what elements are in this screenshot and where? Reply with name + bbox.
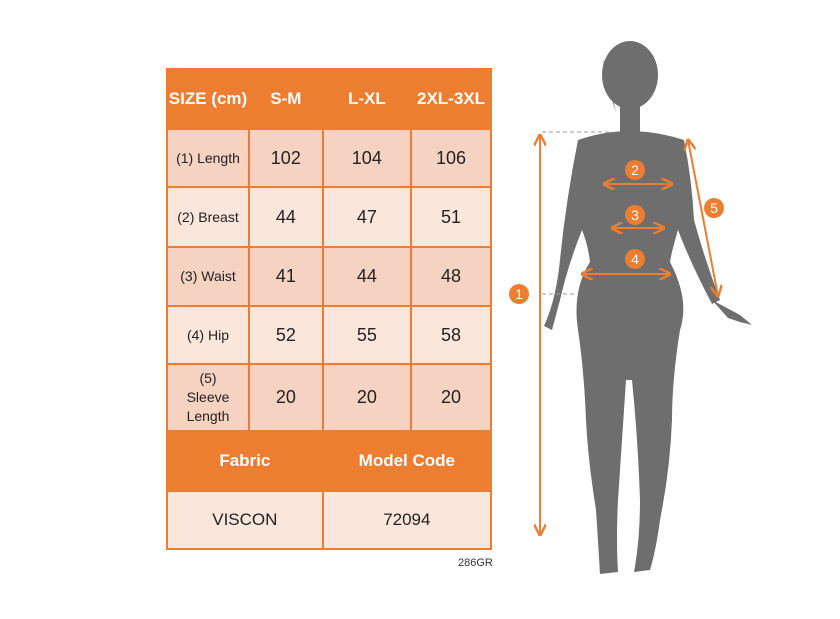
cell: 102	[248, 128, 324, 188]
row-label: (2) Breast	[166, 186, 250, 248]
svg-text:1: 1	[515, 286, 523, 302]
model-code-header: Model Code	[321, 430, 493, 492]
cell: 52	[248, 305, 324, 365]
header-s-m: S-M	[248, 68, 324, 130]
cell: 44	[248, 186, 324, 248]
table-row: (2) Breast 44 47 51	[166, 186, 492, 248]
svg-text:4: 4	[631, 251, 639, 267]
row-label: (4) Hip	[166, 305, 250, 365]
marker-2: 2	[625, 160, 645, 180]
sleeve-measure	[688, 140, 718, 296]
header-l-xl: L-XL	[321, 68, 413, 130]
product-code: 286GR	[458, 557, 493, 569]
length-measure	[540, 131, 610, 535]
cell: 41	[248, 246, 324, 307]
model-code-value: 72094	[321, 490, 493, 550]
fabric-value: VISCON	[166, 490, 324, 550]
marker-1: 1	[509, 284, 529, 304]
footer-value-row: VISCON 72094	[166, 490, 493, 550]
table-row: (5) Sleeve Length 20 20 20	[166, 363, 492, 432]
cell: 51	[410, 186, 492, 248]
table-row: (3) Waist 41 44 48	[166, 246, 492, 307]
cell: 20	[321, 363, 413, 432]
svg-text:3: 3	[631, 207, 639, 223]
marker-3: 3	[625, 205, 645, 225]
cell: 104	[321, 128, 413, 188]
header-2xl-3xl: 2XL-3XL	[410, 68, 492, 130]
header-size: SIZE (cm)	[166, 68, 250, 130]
svg-text:2: 2	[631, 162, 639, 178]
marker-4: 4	[625, 249, 645, 269]
cell: 20	[410, 363, 492, 432]
fabric-header: Fabric	[166, 430, 324, 492]
svg-text:5: 5	[710, 200, 718, 216]
cell: 44	[321, 246, 413, 307]
header-row: SIZE (cm) S-M L-XL 2XL-3XL	[166, 68, 492, 130]
woman-silhouette	[544, 41, 752, 574]
cell: 58	[410, 305, 492, 365]
cell: 20	[248, 363, 324, 432]
table-row: (4) Hip 52 55 58	[166, 305, 492, 365]
row-label: (5) Sleeve Length	[166, 363, 250, 432]
table-row: (1) Length 102 104 106	[166, 128, 492, 188]
footer-header-row: Fabric Model Code	[166, 430, 493, 492]
marker-5: 5	[704, 198, 724, 218]
cell: 55	[321, 305, 413, 365]
cell: 47	[321, 186, 413, 248]
size-chart-table: SIZE (cm) S-M L-XL 2XL-3XL (1) Length 10…	[166, 68, 493, 550]
cell: 106	[410, 128, 492, 188]
row-label: (3) Waist	[166, 246, 250, 307]
cell: 48	[410, 246, 492, 307]
row-label: (1) Length	[166, 128, 250, 188]
